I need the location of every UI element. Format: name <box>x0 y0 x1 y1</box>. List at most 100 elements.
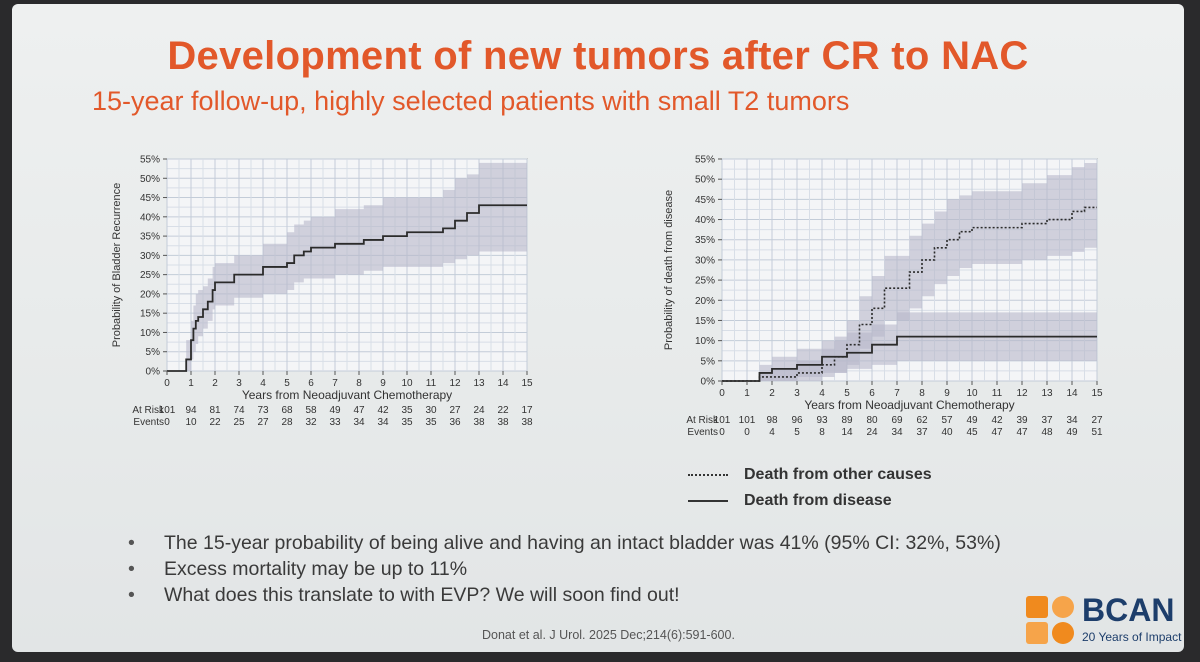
x-tick-label: 7 <box>332 378 338 389</box>
at-risk-row-label: At Risk <box>132 405 165 416</box>
at-risk-value: 49 <box>966 415 978 426</box>
x-tick-label: 2 <box>212 378 218 389</box>
events-value: 34 <box>353 417 365 428</box>
at-risk-value: 37 <box>1041 415 1053 426</box>
x-tick-label: 9 <box>944 388 950 399</box>
events-value: 33 <box>329 417 341 428</box>
at-risk-value: 101 <box>714 415 731 426</box>
events-value: 38 <box>521 417 533 428</box>
y-tick-label: 20% <box>140 289 160 300</box>
x-tick-label: 2 <box>769 388 775 399</box>
x-tick-label: 0 <box>164 378 170 389</box>
y-tick-label: 5% <box>146 347 161 358</box>
at-risk-value: 80 <box>866 415 878 426</box>
at-risk-value: 68 <box>281 405 293 416</box>
at-risk-value: 101 <box>739 415 756 426</box>
at-risk-value: 27 <box>1091 415 1103 426</box>
events-value: 0 <box>164 417 170 428</box>
y-tick-label: 5% <box>701 356 716 367</box>
x-tick-label: 4 <box>819 388 825 399</box>
y-tick-label: 35% <box>140 232 160 243</box>
events-value: 34 <box>891 427 903 438</box>
events-value: 10 <box>185 417 197 428</box>
events-value: 40 <box>941 427 953 438</box>
y-tick-label: 40% <box>695 215 715 226</box>
slide: Development of new tumors after CR to NA… <box>12 4 1184 652</box>
x-tick-label: 15 <box>521 378 533 389</box>
bullet-item: Excess mortality may be up to 11% <box>124 556 1001 582</box>
events-value: 27 <box>257 417 269 428</box>
bullet-item: The 15-year probability of being alive a… <box>124 530 1001 556</box>
x-tick-label: 8 <box>919 388 925 399</box>
at-risk-row-label: At Risk <box>686 415 719 426</box>
x-tick-label: 8 <box>356 378 362 389</box>
events-value: 8 <box>819 427 825 438</box>
at-risk-value: 101 <box>159 405 176 416</box>
legend-item-disease: Death from disease <box>744 492 892 509</box>
death-from-disease-chart: 0%5%10%15%20%25%30%35%40%45%50%55%0 1 2 3 4 5… <box>663 155 1103 439</box>
legend-item-other-causes: Death from other causes <box>744 466 932 483</box>
y-tick-label: 45% <box>695 195 715 206</box>
at-risk-value: 74 <box>233 405 245 416</box>
y-tick-label: 15% <box>140 309 160 320</box>
y-tick-label: 50% <box>695 175 715 186</box>
events-value: 35 <box>401 417 413 428</box>
events-value: 32 <box>305 417 317 428</box>
events-value: 48 <box>1041 427 1053 438</box>
legend-dotted-swatch <box>688 474 728 476</box>
at-risk-value: 93 <box>816 415 828 426</box>
events-value: 34 <box>377 417 389 428</box>
events-value: 38 <box>497 417 509 428</box>
bullet-item: What does this translate to with EVP? We… <box>124 582 1001 608</box>
y-tick-label: 25% <box>140 270 160 281</box>
at-risk-value: 24 <box>473 405 485 416</box>
at-risk-value: 58 <box>305 405 317 416</box>
y-tick-label: 25% <box>695 276 715 287</box>
events-value: 37 <box>916 427 928 438</box>
events-value: 24 <box>866 427 878 438</box>
bladder-recurrence-chart: 0%5%10%15%20%25%30%35%40%45%50%55%0 1 2 3 4 5… <box>111 155 533 429</box>
at-risk-value: 42 <box>991 415 1003 426</box>
at-risk-value: 22 <box>497 405 509 416</box>
citation: Donat et al. J Urol. 2025 Dec;214(6):591… <box>482 628 735 642</box>
bcan-logo-mark-icon <box>1026 596 1074 644</box>
at-risk-value: 27 <box>449 405 461 416</box>
x-tick-label: 12 <box>449 378 461 389</box>
events-value: 35 <box>425 417 437 428</box>
bcan-logo-tagline: 20 Years of Impact <box>1082 630 1182 644</box>
x-tick-label: 12 <box>1016 388 1028 399</box>
at-risk-value: 81 <box>209 405 221 416</box>
x-tick-label: 15 <box>1091 388 1103 399</box>
events-value: 0 <box>744 427 750 438</box>
confidence-band-1 <box>722 312 1097 381</box>
x-tick-label: 10 <box>966 388 978 399</box>
y-tick-label: 30% <box>695 255 715 266</box>
bcan-logo: BCAN 20 Years of Impact <box>1024 592 1184 646</box>
events-row-label: Events <box>133 417 164 428</box>
y-tick-label: 50% <box>140 174 160 185</box>
y-tick-label: 55% <box>695 155 715 166</box>
x-tick-label: 11 <box>992 388 1003 399</box>
x-tick-label: 7 <box>894 388 900 399</box>
events-value: 4 <box>769 427 775 438</box>
at-risk-value: 35 <box>401 405 413 416</box>
at-risk-value: 30 <box>425 405 437 416</box>
x-tick-label: 1 <box>744 388 750 399</box>
x-tick-label: 13 <box>473 378 485 389</box>
at-risk-value: 96 <box>791 415 803 426</box>
series-line-solid <box>167 204 527 372</box>
at-risk-value: 34 <box>1066 415 1078 426</box>
x-tick-label: 0 <box>719 388 725 399</box>
y-tick-label: 10% <box>695 336 715 347</box>
at-risk-value: 73 <box>257 405 269 416</box>
slide-title: Development of new tumors after CR to NA… <box>167 34 1029 78</box>
x-tick-label: 10 <box>401 378 413 389</box>
y-tick-label: 35% <box>695 235 715 246</box>
y-tick-label: 30% <box>140 251 160 262</box>
events-value: 28 <box>281 417 293 428</box>
x-tick-label: 4 <box>260 378 266 389</box>
x-tick-label: 5 <box>844 388 850 399</box>
x-tick-label: 9 <box>380 378 386 389</box>
events-value: 0 <box>719 427 725 438</box>
x-axis-label: Years from Neoadjuvant Chemotherapy <box>242 388 452 402</box>
